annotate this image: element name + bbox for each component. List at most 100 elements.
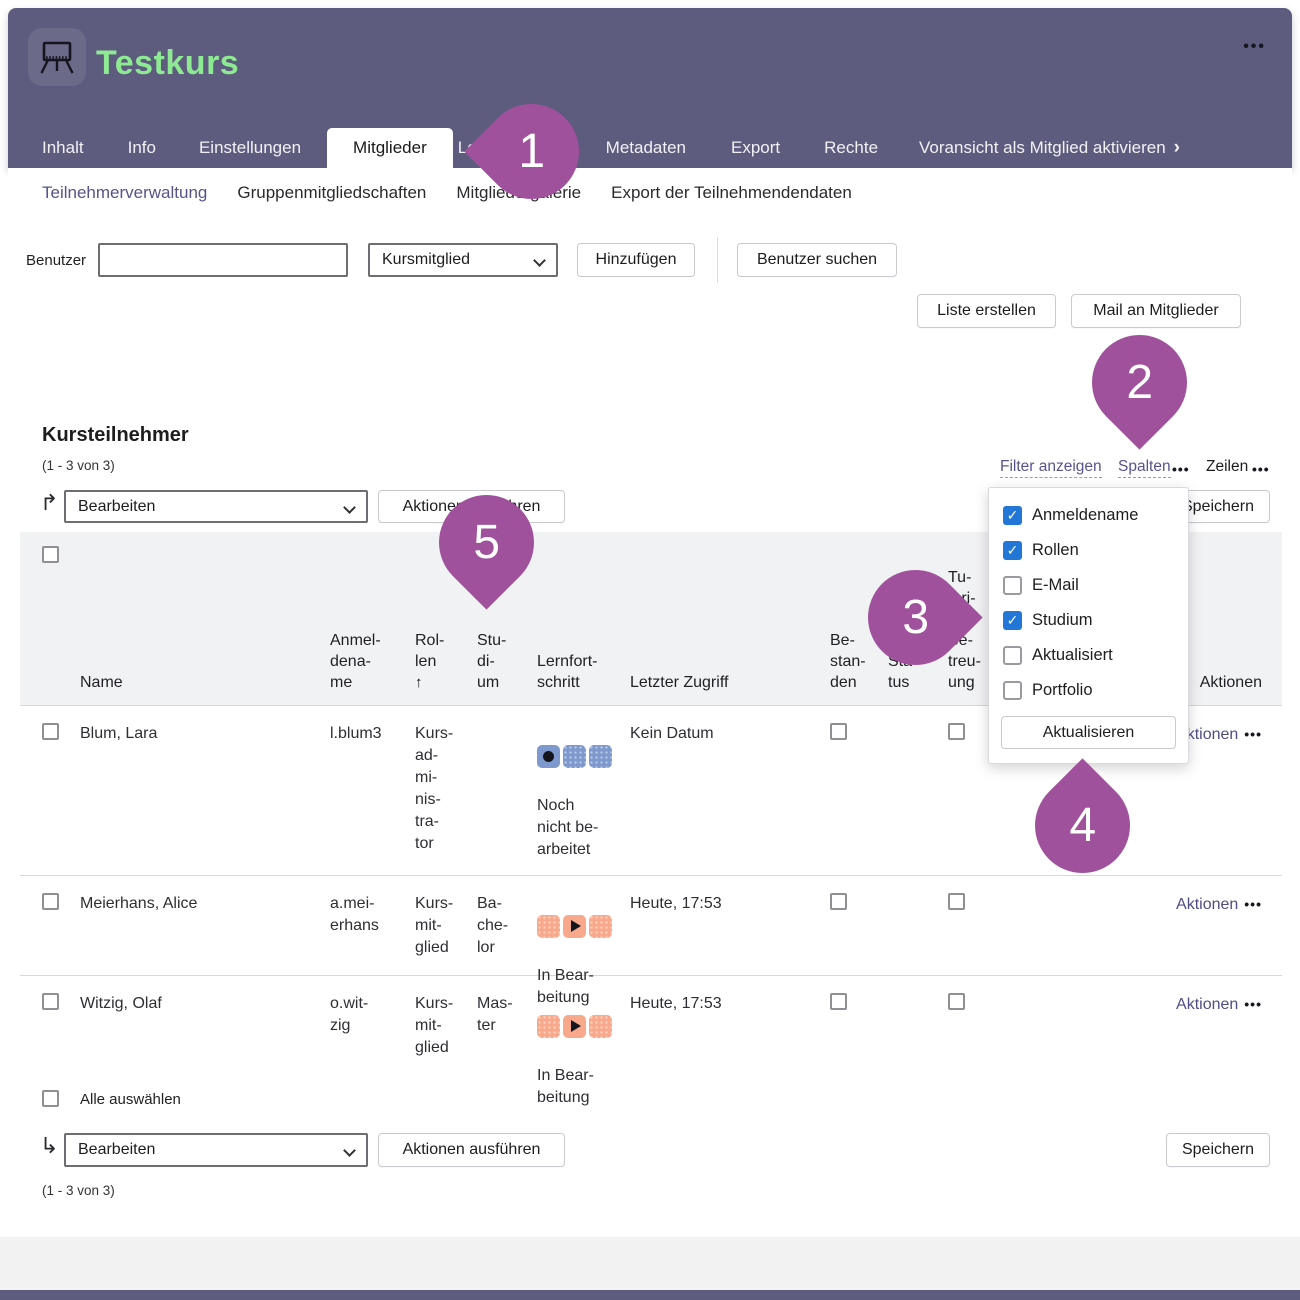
- user-label: Benutzer: [26, 252, 87, 269]
- cell-role: Kurs- mit- glied: [415, 895, 454, 956]
- col-header-studium[interactable]: Stu- di- um: [477, 632, 507, 691]
- tab-einstellungen[interactable]: Einstellungen: [198, 138, 302, 157]
- checkbox-icon[interactable]: ✓: [1003, 611, 1022, 630]
- rows-more-icon[interactable]: •••: [1252, 461, 1270, 477]
- select-all-header-checkbox[interactable]: [42, 546, 59, 563]
- cell-name: Meierhans, Alice: [80, 895, 198, 912]
- search-users-button[interactable]: Benutzer suchen: [737, 243, 897, 277]
- passed-checkbox[interactable]: [830, 893, 847, 910]
- cell-role: Kurs- mit- glied: [415, 995, 454, 1056]
- cell-role: Kurs- ad- mi- nis- tra- tor: [415, 725, 454, 852]
- col-header-letzter-zugriff[interactable]: Letzter Zugriff: [630, 674, 729, 691]
- row-actions-link[interactable]: Aktionen: [1176, 726, 1239, 743]
- checkbox-icon[interactable]: ✓: [1003, 646, 1022, 665]
- column-option-email[interactable]: ✓E-Mail: [989, 568, 1188, 603]
- columns-more-icon[interactable]: •••: [1172, 461, 1190, 477]
- col-header-anmeldename[interactable]: Anmel- dena- me: [330, 632, 381, 691]
- columns-link[interactable]: Spalten: [1118, 458, 1171, 478]
- cell-last-access: Heute, 17:53: [630, 995, 722, 1012]
- columns-dropdown: ✓Anmeldename ✓Rollen ✓E-Mail ✓Studium ✓A…: [988, 487, 1189, 764]
- col-header-lernfortschritt[interactable]: Lernfort- schritt: [537, 653, 598, 691]
- progress-squares-icon: [537, 745, 630, 768]
- chevron-down-icon: [343, 1144, 356, 1157]
- row-actions-link[interactable]: Aktionen: [1176, 996, 1239, 1013]
- tutoring-checkbox[interactable]: [948, 723, 965, 740]
- course-tabs: Inhalt Info Einstellungen Mitglieder Ler…: [8, 128, 1292, 168]
- tutoring-checkbox[interactable]: [948, 893, 965, 910]
- role-select[interactable]: Kursmitglied: [368, 243, 558, 277]
- batch-action-select-top[interactable]: Bearbeiten: [64, 490, 368, 523]
- create-list-button[interactable]: Liste erstellen: [917, 294, 1056, 328]
- show-filter-link[interactable]: Filter anzeigen: [1000, 458, 1102, 478]
- mail-members-button[interactable]: Mail an Mitglieder: [1071, 294, 1241, 328]
- row-checkbox[interactable]: [42, 993, 59, 1010]
- col-header-aktionen: Aktionen: [1199, 674, 1262, 691]
- save-button-bottom[interactable]: Speichern: [1166, 1133, 1270, 1167]
- subtab-export-teilnehmendendaten[interactable]: Export der Teilnehmendendaten: [611, 183, 852, 202]
- checkbox-icon[interactable]: ✓: [1003, 506, 1022, 525]
- row-actions-link[interactable]: Aktionen: [1176, 896, 1239, 913]
- result-count-bottom: (1 - 3 von 3): [42, 1183, 115, 1198]
- divider: [717, 237, 718, 283]
- row-actions-more-icon[interactable]: •••: [1244, 896, 1262, 912]
- member-subnav: Teilnehmerverwaltung Gruppenmitgliedscha…: [8, 168, 1292, 218]
- cell-name: Blum, Lara: [80, 725, 158, 742]
- passed-checkbox[interactable]: [830, 723, 847, 740]
- column-option-portfolio[interactable]: ✓Portfolio: [989, 673, 1188, 708]
- row-checkbox[interactable]: [42, 723, 59, 740]
- section-title: Kursteilnehmer: [42, 424, 189, 446]
- tab-metadaten[interactable]: Metadaten: [605, 138, 687, 157]
- row-checkbox[interactable]: [42, 893, 59, 910]
- column-option-rollen[interactable]: ✓ Rollen: [989, 533, 1188, 568]
- row-actions-more-icon[interactable]: •••: [1244, 726, 1262, 742]
- apply-up-arrow-icon: ↱: [40, 490, 59, 515]
- col-header-bestanden[interactable]: Be- stan- den: [830, 632, 866, 691]
- tab-export[interactable]: Export: [731, 138, 781, 157]
- course-header: Testkurs ••• Inhalt Info Einstellungen M…: [8, 8, 1292, 168]
- checkbox-icon[interactable]: ✓: [1003, 541, 1022, 560]
- column-option-aktualisiert[interactable]: ✓Aktualisiert: [989, 638, 1188, 673]
- batch-action-select-bottom[interactable]: Bearbeiten: [64, 1133, 368, 1167]
- annotation-marker-2: 2: [1072, 315, 1207, 450]
- header-more-menu-icon[interactable]: •••: [1243, 38, 1266, 55]
- passed-checkbox[interactable]: [830, 993, 847, 1010]
- row-actions-more-icon[interactable]: •••: [1244, 996, 1262, 1012]
- column-option-anmeldename[interactable]: ✓ Anmeldename: [989, 498, 1188, 533]
- cell-username: l.blum3: [330, 725, 382, 742]
- select-all-checkbox[interactable]: [42, 1090, 59, 1107]
- subtab-gruppenmitgliedschaften[interactable]: Gruppenmitgliedschaften: [237, 183, 427, 202]
- column-option-studium[interactable]: ✓ Studium: [989, 603, 1188, 638]
- chevron-down-icon: [343, 501, 356, 514]
- table-row: Witzig, Olaf o.wit- zig Kurs- mit- glied…: [20, 975, 1282, 1106]
- rows-link[interactable]: Zeilen: [1206, 458, 1249, 475]
- tab-rechte[interactable]: Rechte: [824, 138, 879, 157]
- sort-arrow-icon: ↑: [415, 674, 423, 691]
- checkbox-icon[interactable]: ✓: [1003, 576, 1022, 595]
- tab-inhalt[interactable]: Inhalt: [42, 138, 84, 157]
- update-columns-button[interactable]: Aktualisieren: [1001, 716, 1176, 749]
- tab-mitglieder[interactable]: Mitglieder: [327, 128, 453, 168]
- progress-label: In Bear- beitung: [537, 967, 594, 1006]
- cell-study: [477, 706, 537, 883]
- cell-name: Witzig, Olaf: [80, 995, 162, 1012]
- cell-progress: Noch nicht be- arbeitet: [537, 706, 630, 883]
- progress-label: Noch nicht be- arbeitet: [537, 797, 599, 858]
- tab-info[interactable]: Info: [127, 138, 156, 157]
- col-header-rollen[interactable]: Rol- len ↑: [415, 630, 477, 705]
- execute-actions-button-bottom[interactable]: Aktionen ausführen: [378, 1133, 565, 1167]
- user-search-input[interactable]: [98, 243, 348, 277]
- cell-last-access: Heute, 17:53: [630, 895, 722, 912]
- progress-squares-icon: [537, 1015, 630, 1038]
- tutoring-checkbox[interactable]: [948, 993, 965, 1010]
- add-button[interactable]: Hinzufügen: [577, 243, 695, 277]
- tab-voransicht[interactable]: Voransicht als Mitglied aktivieren ›: [919, 137, 1180, 158]
- progress-label: In Bear- beitung: [537, 1067, 594, 1106]
- result-count: (1 - 3 von 3): [42, 458, 115, 473]
- cell-progress: In Bear- beitung: [537, 976, 630, 1131]
- subtab-teilnehmerverwaltung[interactable]: Teilnehmerverwaltung: [42, 183, 208, 202]
- col-header-name[interactable]: Name: [80, 674, 123, 691]
- select-all-label: Alle auswählen: [80, 1091, 181, 1108]
- checkbox-icon[interactable]: ✓: [1003, 681, 1022, 700]
- chevron-down-icon: [533, 254, 546, 267]
